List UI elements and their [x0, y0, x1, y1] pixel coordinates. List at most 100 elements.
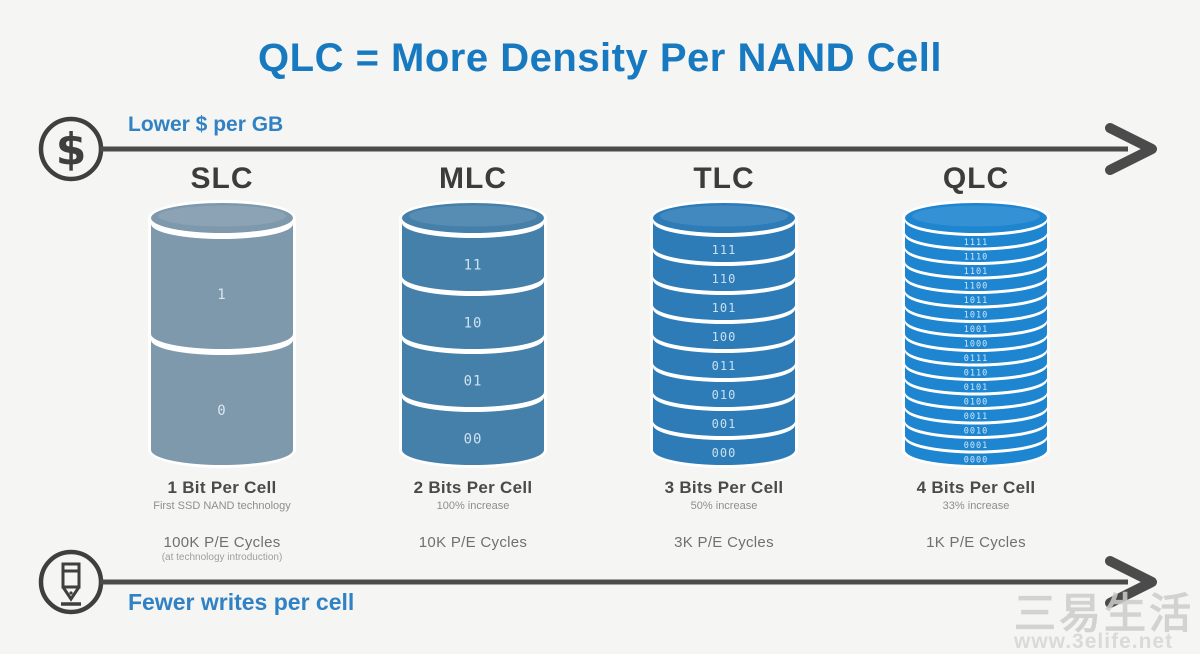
segment-bit-label: 1	[217, 287, 226, 303]
cylinder-slot: 11 10 01 00	[363, 200, 583, 472]
segment-bit-label: 111	[712, 243, 737, 257]
column-title: TLC	[693, 162, 755, 195]
cylinder-segment	[653, 367, 795, 407]
cylinder-segment	[653, 425, 795, 465]
segment-bit-label: 0010	[964, 426, 988, 436]
segment-bit-label: 1101	[964, 267, 988, 277]
pe-cycles-label: 3K P/E Cycles	[674, 534, 774, 551]
pe-cycles-label: 1K P/E Cycles	[926, 534, 1026, 551]
cylinder-segment	[905, 293, 1047, 320]
segment-bit-label: 1100	[964, 281, 988, 291]
nand-column-qlc: QLC 1111 1110 1101 1100 1011 1010 1001 1000 0111…	[866, 162, 1086, 551]
cylinder-segment	[653, 280, 795, 320]
bottom-arrow	[100, 556, 1157, 608]
arrowhead-icon	[1105, 556, 1157, 608]
cylinder-slot: 1111 1110 1101 1100 1011 1010 1001 1000 0111 0110…	[866, 200, 1086, 472]
segment-bit-label: 0100	[964, 397, 988, 407]
segment-bit-label: 01	[464, 374, 483, 390]
column-title: SLC	[190, 162, 254, 195]
segment-bit-label: 1000	[964, 339, 988, 349]
segment-bit-label: 10	[464, 316, 483, 332]
segment-bit-label: 00	[464, 432, 483, 448]
segment-bit-label: 101	[712, 301, 737, 315]
pe-cycles-note: (at technology introduction)	[161, 552, 283, 563]
nand-cylinder: 1111 1110 1101 1100 1011 1010 1001 1000 0111 0110…	[902, 200, 1050, 468]
segment-bit-label: 1110	[964, 252, 988, 262]
column-title: QLC	[942, 162, 1010, 195]
increase-label: 33% increase	[942, 500, 1010, 512]
cylinder-segment	[151, 340, 293, 465]
cylinder-segment	[905, 279, 1047, 306]
segment-bit-label: 0111	[964, 354, 988, 364]
watermark: 三易生活 www.3elife.net	[1013, 590, 1194, 654]
cylinder-segment	[151, 224, 293, 349]
cylinder-slot: 111 110 101 100 011 010 001 000	[614, 200, 834, 472]
segment-bit-label: 000	[712, 446, 737, 460]
bits-per-cell-label: 4 Bits Per Cell	[916, 478, 1036, 497]
cylinder-segment	[402, 339, 544, 407]
page-title: QLC = More Density Per NAND Cell	[258, 36, 942, 80]
cylinder-segment	[905, 264, 1047, 291]
segment-bit-label: 1010	[964, 310, 988, 320]
segment-bit-label: 0001	[964, 441, 988, 451]
segment-bit-label: 0	[217, 403, 226, 419]
column-title: MLC	[439, 162, 507, 195]
increase-label: 50% increase	[690, 500, 758, 512]
pe-cycles-label: 100K P/E Cycles	[163, 534, 281, 551]
cylinder-segment	[653, 222, 795, 262]
watermark-url: www.3elife.net	[1013, 630, 1174, 654]
cylinder-segment	[905, 322, 1047, 349]
cylinder-segment	[905, 366, 1047, 393]
segment-bit-label: 010	[712, 388, 737, 402]
nand-column-mlc: MLC 11 10 01 00 2 Bits Per Cell 100% increa…	[363, 162, 583, 551]
cylinder-segment	[653, 251, 795, 291]
cylinder-segment	[402, 397, 544, 465]
cylinder-segment	[905, 395, 1047, 422]
segment-bit-label: 1011	[964, 296, 988, 306]
cylinder-segment	[905, 351, 1047, 378]
segment-bit-label: 001	[712, 417, 737, 431]
cylinder-segment	[905, 380, 1047, 407]
bits-per-cell-label: 2 Bits Per Cell	[413, 478, 533, 497]
cylinder-segment	[905, 424, 1047, 451]
segment-bit-label: 100	[712, 330, 737, 344]
segment-bit-label: 0101	[964, 383, 988, 393]
cylinder-segment	[402, 223, 544, 291]
bottom-axis-label: Fewer writes per cell	[128, 589, 355, 615]
top-axis-label: Lower $ per GB	[128, 113, 284, 136]
cylinder-segment	[905, 438, 1047, 465]
segment-bit-label: 0110	[964, 368, 988, 378]
nand-cylinder: 10	[148, 200, 296, 468]
nand-cylinder: 11 10 01 00	[399, 200, 547, 468]
nand-column-tlc: TLC 111 110 101 100 011 010 001 000 3 Bits Per …	[614, 162, 834, 551]
top-arrow	[100, 123, 1157, 175]
bottom-axis: Fewer writes per cell	[36, 545, 1176, 635]
cylinder-segment	[905, 337, 1047, 364]
cylinder-segment	[905, 250, 1047, 277]
cylinder-segment	[653, 338, 795, 378]
segment-bit-label: 110	[712, 272, 737, 286]
bits-per-cell-label: 1 Bit Per Cell	[167, 478, 277, 497]
segment-bit-label: 0011	[964, 412, 988, 422]
cylinder-segment	[905, 221, 1047, 248]
segment-bit-label: 1001	[964, 325, 988, 335]
pencil-icon	[38, 549, 104, 615]
nand-cylinder: 111 110 101 100 011 010 001 000	[650, 200, 798, 468]
watermark-logo-text: 三易生活	[1013, 590, 1194, 638]
bits-per-cell-label: 3 Bits Per Cell	[664, 478, 784, 497]
cylinder-segment	[905, 409, 1047, 436]
cylinder-segment	[653, 309, 795, 349]
increase-label: 100% increase	[436, 500, 510, 512]
svg-text:$: $	[56, 124, 87, 175]
cylinder-segment	[402, 281, 544, 349]
top-axis: $ Lower $ per GB	[36, 112, 1176, 202]
pe-cycles-label: 10K P/E Cycles	[418, 534, 528, 551]
arrowhead-icon	[1105, 123, 1157, 175]
segment-bit-label: 1111	[964, 238, 988, 248]
increase-label: First SSD NAND technology	[153, 500, 291, 512]
cylinder-segment	[905, 308, 1047, 335]
cylinder-segment	[905, 235, 1047, 262]
segment-bit-label: 0000	[964, 455, 988, 465]
